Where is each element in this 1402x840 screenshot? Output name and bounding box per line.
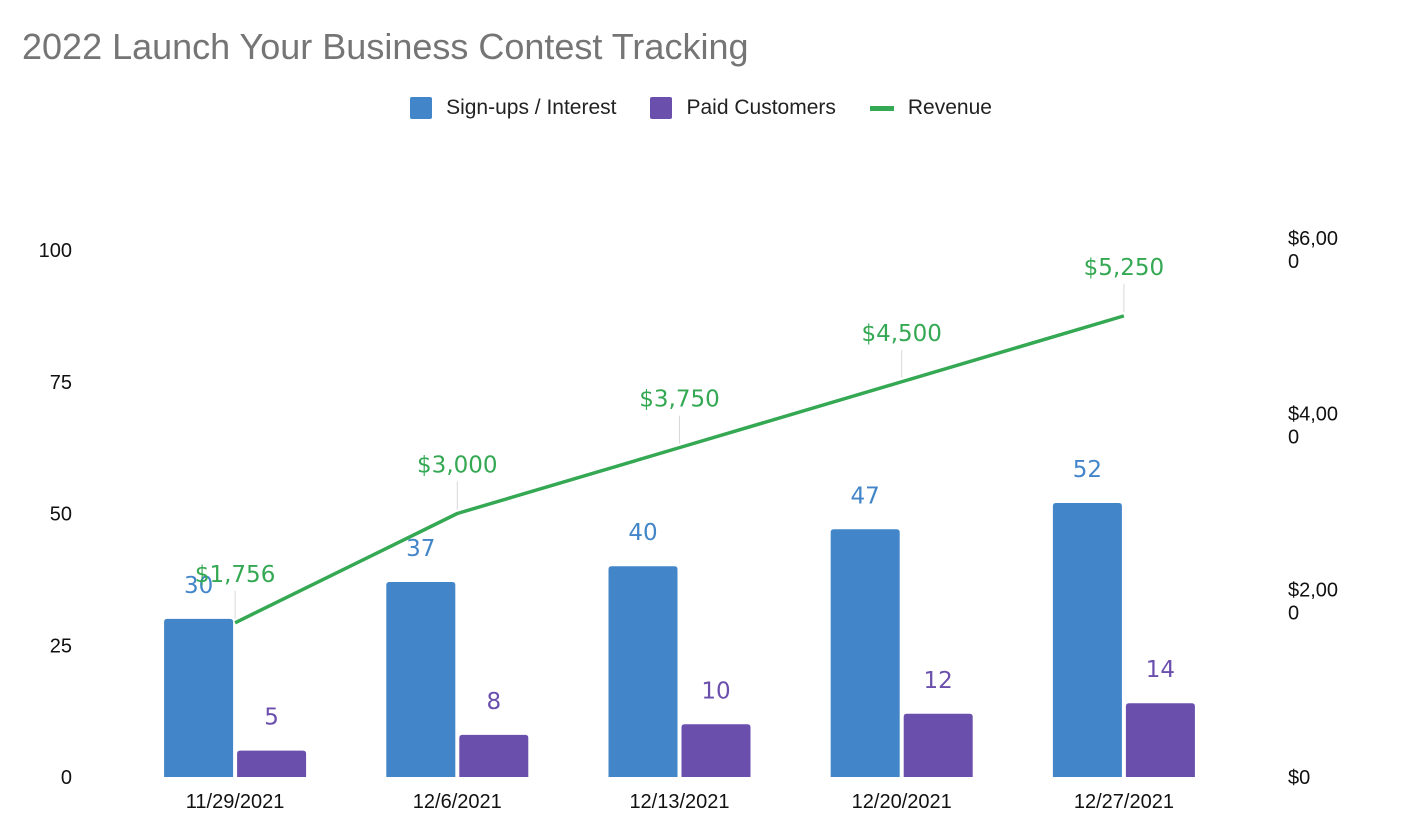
y-left-tick-label: 75 (50, 372, 72, 394)
legend-label-revenue: Revenue (907, 96, 992, 119)
x-tick-label: 11/29/2021 (186, 791, 285, 813)
legend-item-signups[interactable]: Sign-ups / Interest (410, 96, 616, 120)
data-label-signups: 47 (851, 483, 880, 509)
bar-signups (1052, 502, 1122, 777)
data-label-revenue: $4,500 (861, 321, 941, 347)
bar-paid-customers (1125, 703, 1195, 777)
legend-item-paid-customers[interactable]: Paid Customers (650, 96, 836, 120)
legend-label-paid-customers: Paid Customers (686, 96, 836, 119)
x-tick-label: 12/13/2021 (629, 791, 729, 813)
bar-signups (608, 566, 678, 777)
x-tick-label: 12/27/2021 (1074, 791, 1174, 813)
y-right-tick-label: $2,00 (1288, 579, 1338, 601)
data-label-paid-customers: 10 (701, 678, 730, 704)
bar-signups (164, 618, 234, 777)
bar-paid-customers (681, 724, 751, 777)
legend-swatch-signups (410, 97, 433, 119)
y-right-tick-label: $4,00 (1288, 404, 1338, 426)
data-label-signups: 40 (628, 520, 657, 546)
bar-paid-customers (459, 734, 529, 777)
legend-swatch-revenue (869, 105, 894, 111)
y-right-tick-label: $0 (1288, 767, 1310, 789)
x-tick-label: 12/6/2021 (413, 791, 502, 813)
data-label-signups: 52 (1073, 457, 1102, 483)
chart-title: 2022 Launch Your Business Contest Tracki… (22, 26, 749, 67)
y-left-tick-label: 25 (50, 635, 72, 657)
y-left-tick-label: 50 (50, 504, 72, 526)
data-label-revenue: $5,250 (1084, 255, 1164, 281)
y-left-tick-label: 100 (39, 240, 72, 262)
x-tick-label: 12/20/2021 (852, 791, 952, 813)
y-right-tick-label: 0 (1288, 427, 1299, 449)
data-label-paid-customers: 8 (486, 689, 501, 715)
data-label-paid-customers: 5 (264, 705, 279, 731)
revenue-line (234, 314, 1125, 625)
y-right-tick-label: 0 (1288, 251, 1299, 273)
bar-signups (830, 529, 900, 777)
data-label-revenue: $3,000 (417, 453, 497, 479)
legend: Sign-ups / Interest Paid Customers Reven… (0, 96, 1402, 120)
y-right-tick-label: 0 (1288, 602, 1299, 624)
legend-swatch-paid-customers (650, 97, 673, 119)
bar-paid-customers (903, 713, 973, 777)
data-label-revenue: $1,756 (195, 562, 275, 588)
bar-paid-customers (237, 750, 307, 777)
y-right-tick-label: $6,00 (1288, 228, 1338, 250)
data-label-paid-customers: 12 (924, 668, 953, 694)
data-label-revenue: $3,750 (639, 387, 719, 413)
bar-signups (386, 582, 456, 777)
data-label-signups: 37 (406, 536, 435, 562)
legend-label-signups: Sign-ups / Interest (446, 96, 617, 119)
y-left-tick-label: 0 (61, 767, 72, 789)
legend-item-revenue[interactable]: Revenue (869, 96, 992, 120)
data-label-signups: 30 (184, 573, 213, 599)
data-label-paid-customers: 14 (1146, 657, 1175, 683)
